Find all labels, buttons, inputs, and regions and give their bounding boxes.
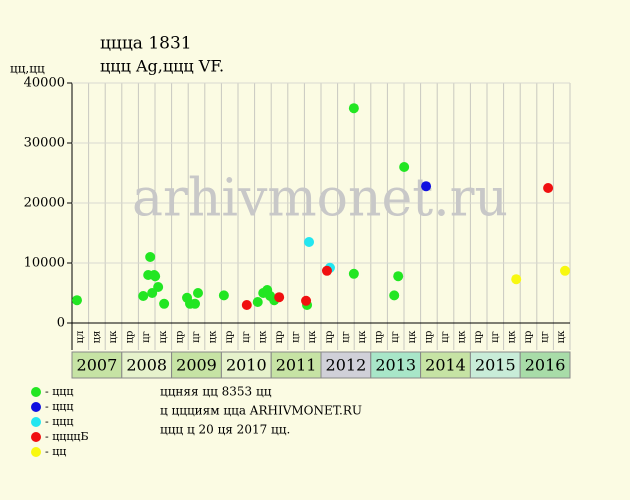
column-label: цр [224, 331, 235, 344]
chart-subtitle: ццц Ag,ццц VF. [100, 57, 224, 76]
column-label: цк [457, 330, 468, 343]
note: ццняя цц 8353 цц [160, 385, 272, 399]
legend-label: - ццц [45, 400, 73, 413]
column-label: цр [125, 331, 136, 344]
year-box [320, 351, 372, 379]
column-label: цг [390, 331, 401, 343]
legend-label: - ццццБ [45, 430, 89, 443]
year-box [171, 351, 222, 379]
y-tick-label: 30000 [24, 136, 65, 151]
year-label: 2015 [475, 356, 516, 375]
column-label: цг [291, 331, 302, 343]
year-label: 2012 [326, 356, 367, 375]
y-axis-label: цц,цц [10, 62, 45, 76]
point [348, 268, 359, 279]
point [321, 265, 332, 276]
legend-label: - ццц [45, 385, 73, 398]
point [511, 274, 522, 285]
column-label: цл [75, 331, 86, 344]
point [543, 183, 554, 193]
legend-label: - цц [45, 445, 66, 458]
column-label: цр [374, 331, 385, 344]
column-label: цк [208, 330, 219, 343]
column-label: цг [540, 331, 551, 343]
column-label: цк [357, 330, 368, 343]
point [274, 292, 285, 303]
point [389, 290, 400, 301]
year-box [121, 351, 173, 379]
year-label: 2009 [176, 356, 217, 375]
column-label: цг [141, 331, 152, 343]
column-label: цг [241, 331, 252, 343]
point [393, 271, 404, 282]
watermark: arhivmonet.ru [132, 169, 508, 229]
point [301, 295, 312, 306]
year-label: 2007 [77, 356, 118, 375]
column-label: цк [506, 330, 517, 343]
column-label: ця [91, 331, 102, 344]
point [138, 291, 149, 301]
column-label: цг [490, 331, 501, 343]
column-label: цг [191, 331, 202, 343]
column-label: цк [307, 330, 318, 343]
point [252, 297, 263, 307]
point [241, 300, 252, 310]
year-label: 2016 [525, 356, 566, 375]
y-tick-label: 0 [57, 316, 65, 331]
point [71, 295, 82, 306]
point [421, 181, 432, 192]
point [560, 265, 571, 276]
column-label: цк [108, 330, 119, 343]
point [399, 162, 410, 172]
point [192, 288, 203, 298]
year-box [420, 351, 471, 379]
column-label: цк [257, 330, 268, 343]
note: ц ццциям цца ARHIVMONET.RU [160, 404, 362, 418]
y-tick-label: 10000 [24, 256, 65, 271]
point [218, 290, 229, 301]
chart-title: ццца 1831 [100, 34, 192, 54]
year-label: 2013 [375, 356, 416, 375]
column-label: цр [523, 331, 534, 344]
year-label: 2011 [276, 356, 317, 375]
year-box [519, 351, 571, 379]
legend-marker [31, 432, 41, 442]
year-label: 2010 [226, 356, 267, 375]
column-label: цг [440, 331, 451, 343]
note: ццц ц 20 ця 2017 цц. [160, 423, 290, 437]
legend-marker [31, 387, 41, 397]
year-box [71, 351, 123, 379]
point [153, 282, 164, 292]
year-box [270, 351, 322, 379]
column-label: цр [423, 331, 434, 344]
legend-marker [31, 447, 41, 457]
legend-label: - ццц [45, 415, 73, 428]
column-label: цк [407, 330, 418, 343]
column-label: цр [473, 331, 484, 344]
point [159, 298, 170, 309]
year-label: 2014 [425, 356, 466, 375]
y-tick-label: 20000 [24, 196, 65, 211]
column-label: цк [556, 330, 567, 343]
column-label: цр [274, 331, 285, 344]
year-label: 2008 [126, 356, 167, 375]
column-label: цр [324, 331, 335, 344]
column-label: цк [158, 330, 169, 343]
legend-marker [31, 417, 41, 427]
point [150, 271, 161, 282]
point [190, 298, 201, 309]
y-tick-label: 40000 [24, 76, 65, 91]
point [304, 237, 315, 247]
legend-marker [31, 402, 41, 412]
point [348, 103, 359, 114]
column-label: цг [340, 331, 351, 343]
point [145, 252, 156, 262]
year-box [370, 351, 422, 379]
column-label: цр [174, 331, 185, 344]
